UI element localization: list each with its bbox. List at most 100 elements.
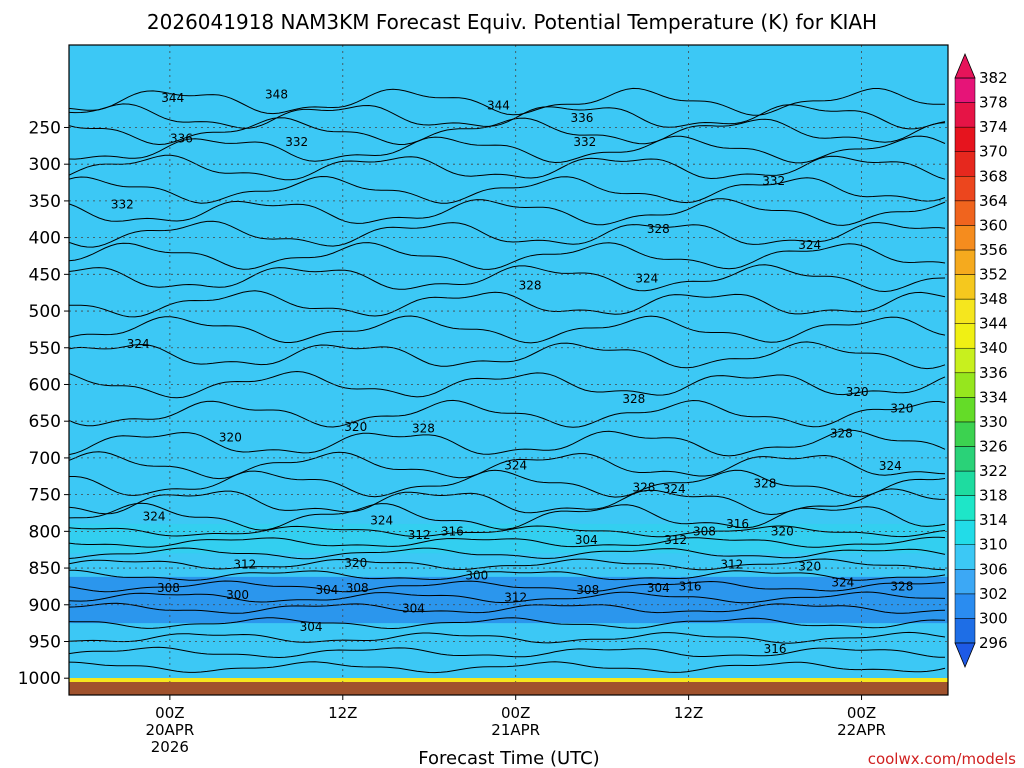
colorbar-swatch — [954, 397, 976, 423]
contour-label: 324 — [370, 513, 393, 527]
contour-label: 320 — [771, 524, 794, 538]
contour-line — [69, 451, 946, 480]
colorbar-label: 318 — [979, 487, 1008, 505]
contour-label: 308 — [576, 583, 599, 597]
colorbar-top-arrow — [954, 52, 976, 79]
contour-labels: 348 344 344 336 336 332 332 332 332 328 324 324 328 3… — [111, 87, 913, 655]
contour-label: 324 — [127, 337, 150, 351]
contour-label: 332 — [573, 135, 596, 149]
contour-line — [69, 502, 946, 531]
contour-line — [69, 370, 946, 399]
contour-label: 300 — [465, 568, 488, 582]
contour-label: 304 — [300, 620, 323, 634]
y-tick-label: 550 — [29, 339, 61, 359]
colorbar-swatch — [954, 569, 976, 595]
contour-label: 320 — [344, 556, 367, 570]
contour-line — [69, 580, 946, 593]
contour-label: 304 — [647, 581, 670, 595]
contour-line — [69, 399, 946, 428]
colorbar-label: 326 — [979, 437, 1008, 455]
contour-line — [69, 87, 945, 116]
contour-label: 332 — [111, 198, 134, 212]
colorbar-swatch — [954, 323, 976, 349]
colorbar-label: 330 — [979, 413, 1008, 431]
colorbar-swatch — [954, 126, 976, 152]
contour-line — [69, 602, 946, 614]
contour-line — [69, 341, 946, 370]
contour-label: 336 — [170, 131, 193, 145]
colorbar-label: 296 — [979, 634, 1008, 652]
contour-label: 308 — [346, 581, 369, 595]
contour-label: 320 — [798, 560, 821, 574]
contour-line — [69, 290, 946, 318]
colorbar-swatch — [954, 200, 976, 226]
colorbar-swatch — [954, 519, 976, 545]
chart-title: 2026041918 NAM3KM Forecast Equiv. Potent… — [147, 10, 877, 34]
contour-line — [69, 469, 946, 498]
contour-label: 324 — [831, 576, 854, 590]
contour-line — [69, 154, 946, 181]
contour-label: 308 — [157, 581, 180, 595]
y-tick-label: 600 — [29, 375, 61, 395]
colorbar-label: 340 — [979, 339, 1008, 357]
contour-label: 336 — [571, 111, 594, 125]
y-tick-label: 650 — [29, 412, 61, 432]
y-tick-label: 350 — [29, 192, 61, 212]
y-tick-label: 900 — [29, 596, 61, 616]
contour-label: 312 — [408, 528, 431, 542]
colorbar-swatch — [954, 151, 976, 177]
contour-label: 324 — [143, 510, 166, 524]
y-tick-label: 400 — [29, 229, 61, 249]
band-layer — [69, 523, 948, 624]
colorbar-label: 334 — [979, 388, 1008, 406]
colorbar-label: 344 — [979, 315, 1008, 333]
contour-label: 324 — [798, 238, 821, 252]
contour-label: 328 — [519, 278, 542, 292]
x-tick-label: 00Z — [847, 704, 876, 722]
y-tick-label: 450 — [29, 265, 61, 285]
contour-label: 332 — [285, 135, 308, 149]
colorbar-swatch — [954, 593, 976, 619]
x-tick-label: 12Z — [674, 704, 703, 722]
contour-label: 320 — [846, 385, 869, 399]
contour-line — [69, 591, 946, 604]
contour-line — [69, 429, 946, 457]
contour-label: 324 — [879, 459, 902, 473]
colorbar-swatch — [954, 446, 976, 472]
contour-label: 328 — [754, 477, 777, 491]
contour-label: 320 — [219, 430, 242, 444]
x-tick-label: 2026 — [151, 738, 189, 756]
colorbar-label: 348 — [979, 290, 1008, 308]
contour-label: 312 — [233, 557, 256, 571]
contour-line — [69, 646, 946, 659]
contour-line — [69, 198, 946, 226]
plot-area: 348 344 344 336 336 332 332 332 332 328 324 324 328 3… — [68, 44, 949, 696]
contour-line — [69, 264, 946, 293]
x-axis-title: Forecast Time (UTC) — [418, 748, 599, 768]
contour-label: 328 — [622, 392, 645, 406]
colorbar-swatch — [954, 421, 976, 447]
colorbar-swatch — [954, 77, 976, 103]
x-tick-label: 00Z — [155, 704, 184, 722]
contour-line — [69, 631, 946, 644]
contour-label: 320 — [890, 402, 913, 416]
contour-line — [69, 242, 946, 270]
colorbar-label: 314 — [979, 511, 1008, 529]
plot-frame — [68, 44, 949, 696]
colorbar-swatch — [954, 249, 976, 275]
contour-line — [69, 220, 946, 248]
colorbar-swatch — [954, 298, 976, 324]
contour-label: 324 — [663, 482, 686, 496]
y-tick-label: 950 — [29, 632, 61, 652]
colorbar-label: 356 — [979, 241, 1008, 259]
contour-label: 332 — [762, 174, 785, 188]
y-tick-label: 750 — [29, 486, 61, 506]
contour-line — [69, 558, 946, 571]
contour-label: 328 — [890, 579, 913, 593]
contour-label: 304 — [402, 601, 425, 615]
x-tick-label: 12Z — [328, 704, 357, 722]
x-tick-label: 21APR — [491, 721, 540, 739]
contour-label: 316 — [764, 642, 787, 656]
colorbar-label: 378 — [979, 94, 1008, 112]
